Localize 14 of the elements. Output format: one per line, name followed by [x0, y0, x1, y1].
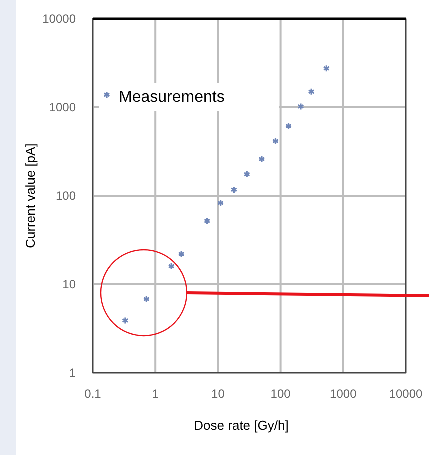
legend-label: Measurements [119, 89, 225, 106]
x-tick-label: 1000 [330, 387, 358, 401]
x-tick-label: 100 [270, 387, 292, 401]
x-tick-label: 1 [152, 387, 160, 401]
y-tick-label: 1 [69, 366, 76, 380]
x-tick-label: 10 [212, 387, 226, 401]
y-tick-label: 100 [56, 189, 76, 203]
y-tick-label: 10000 [42, 12, 76, 26]
y-tick-label: 1000 [49, 100, 76, 114]
y-tick-label: 10 [62, 278, 76, 292]
x-axis-title: Dose rate [Gy/h] [194, 418, 289, 433]
x-tick-label: 0.1 [84, 387, 102, 401]
x-tick-label: 10000 [389, 387, 424, 401]
y-axis-title: Current value [pA] [23, 144, 38, 248]
